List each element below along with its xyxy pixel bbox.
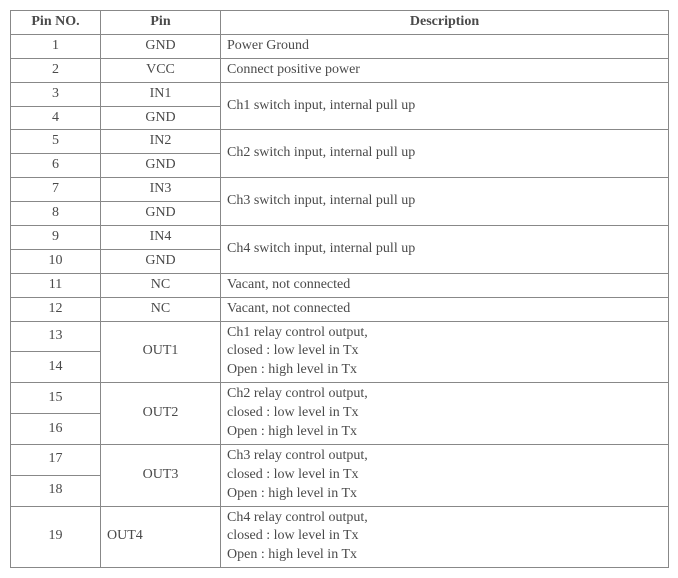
cell-desc: Power Ground	[221, 34, 669, 58]
table-row: 1 GND Power Ground	[11, 34, 669, 58]
cell-pin-no: 11	[11, 273, 101, 297]
table-header-row: Pin NO. Pin Description	[11, 11, 669, 35]
cell-pin-no: 8	[11, 202, 101, 226]
cell-pin-no: 16	[11, 414, 101, 445]
table-row: 9 IN4 Ch4 switch input, internal pull up	[11, 226, 669, 250]
cell-pin: NC	[101, 273, 221, 297]
cell-pin: OUT4	[101, 506, 221, 568]
table-row: 12 NC Vacant, not connected	[11, 297, 669, 321]
cell-pin: IN2	[101, 130, 221, 154]
cell-pin: GND	[101, 106, 221, 130]
cell-pin-no: 15	[11, 383, 101, 414]
cell-pin-no: 2	[11, 58, 101, 82]
table-row: 5 IN2 Ch2 switch input, internal pull up	[11, 130, 669, 154]
cell-desc: Ch4 relay control output,closed : low le…	[221, 506, 669, 568]
cell-desc: Ch2 relay control output,closed : low le…	[221, 383, 669, 445]
cell-pin-no: 1	[11, 34, 101, 58]
cell-pin-no: 12	[11, 297, 101, 321]
cell-desc: Ch2 switch input, internal pull up	[221, 130, 669, 178]
cell-pin-no: 13	[11, 321, 101, 352]
cell-pin: IN1	[101, 82, 221, 106]
cell-pin: VCC	[101, 58, 221, 82]
cell-desc: Ch1 relay control output,closed : low le…	[221, 321, 669, 383]
table-row: 3 IN1 Ch1 switch input, internal pull up	[11, 82, 669, 106]
table-row: 7 IN3 Ch3 switch input, internal pull up	[11, 178, 669, 202]
cell-pin-no: 10	[11, 249, 101, 273]
cell-pin: GND	[101, 154, 221, 178]
cell-pin: IN3	[101, 178, 221, 202]
cell-pin-no: 19	[11, 506, 101, 568]
cell-pin-no: 7	[11, 178, 101, 202]
cell-pin: GND	[101, 202, 221, 226]
cell-desc: Vacant, not connected	[221, 297, 669, 321]
table-row: 15 OUT2 Ch2 relay control output,closed …	[11, 383, 669, 414]
cell-desc: Ch3 relay control output,closed : low le…	[221, 444, 669, 506]
cell-desc: Ch3 switch input, internal pull up	[221, 178, 669, 226]
cell-pin-no: 14	[11, 352, 101, 383]
table-row: 13 OUT1 Ch1 relay control output,closed …	[11, 321, 669, 352]
cell-pin-no: 6	[11, 154, 101, 178]
cell-pin-no: 5	[11, 130, 101, 154]
col-header-desc: Description	[221, 11, 669, 35]
cell-desc: Ch1 switch input, internal pull up	[221, 82, 669, 130]
cell-pin: OUT1	[101, 321, 221, 383]
cell-desc: Ch4 switch input, internal pull up	[221, 226, 669, 274]
cell-pin: GND	[101, 34, 221, 58]
cell-pin-no: 4	[11, 106, 101, 130]
cell-pin-no: 3	[11, 82, 101, 106]
cell-desc: Vacant, not connected	[221, 273, 669, 297]
pin-description-table: Pin NO. Pin Description 1 GND Power Grou…	[10, 10, 669, 568]
cell-pin-no: 17	[11, 444, 101, 475]
cell-pin: OUT3	[101, 444, 221, 506]
cell-desc: Connect positive power	[221, 58, 669, 82]
table-row: 19 OUT4 Ch4 relay control output,closed …	[11, 506, 669, 568]
cell-pin-no: 9	[11, 226, 101, 250]
cell-pin: NC	[101, 297, 221, 321]
col-header-pin: Pin	[101, 11, 221, 35]
cell-pin: OUT2	[101, 383, 221, 445]
table-row: 17 OUT3 Ch3 relay control output,closed …	[11, 444, 669, 475]
cell-pin-no: 18	[11, 475, 101, 506]
cell-pin: GND	[101, 249, 221, 273]
table-row: 2 VCC Connect positive power	[11, 58, 669, 82]
col-header-pin-no: Pin NO.	[11, 11, 101, 35]
cell-pin: IN4	[101, 226, 221, 250]
table-row: 11 NC Vacant, not connected	[11, 273, 669, 297]
